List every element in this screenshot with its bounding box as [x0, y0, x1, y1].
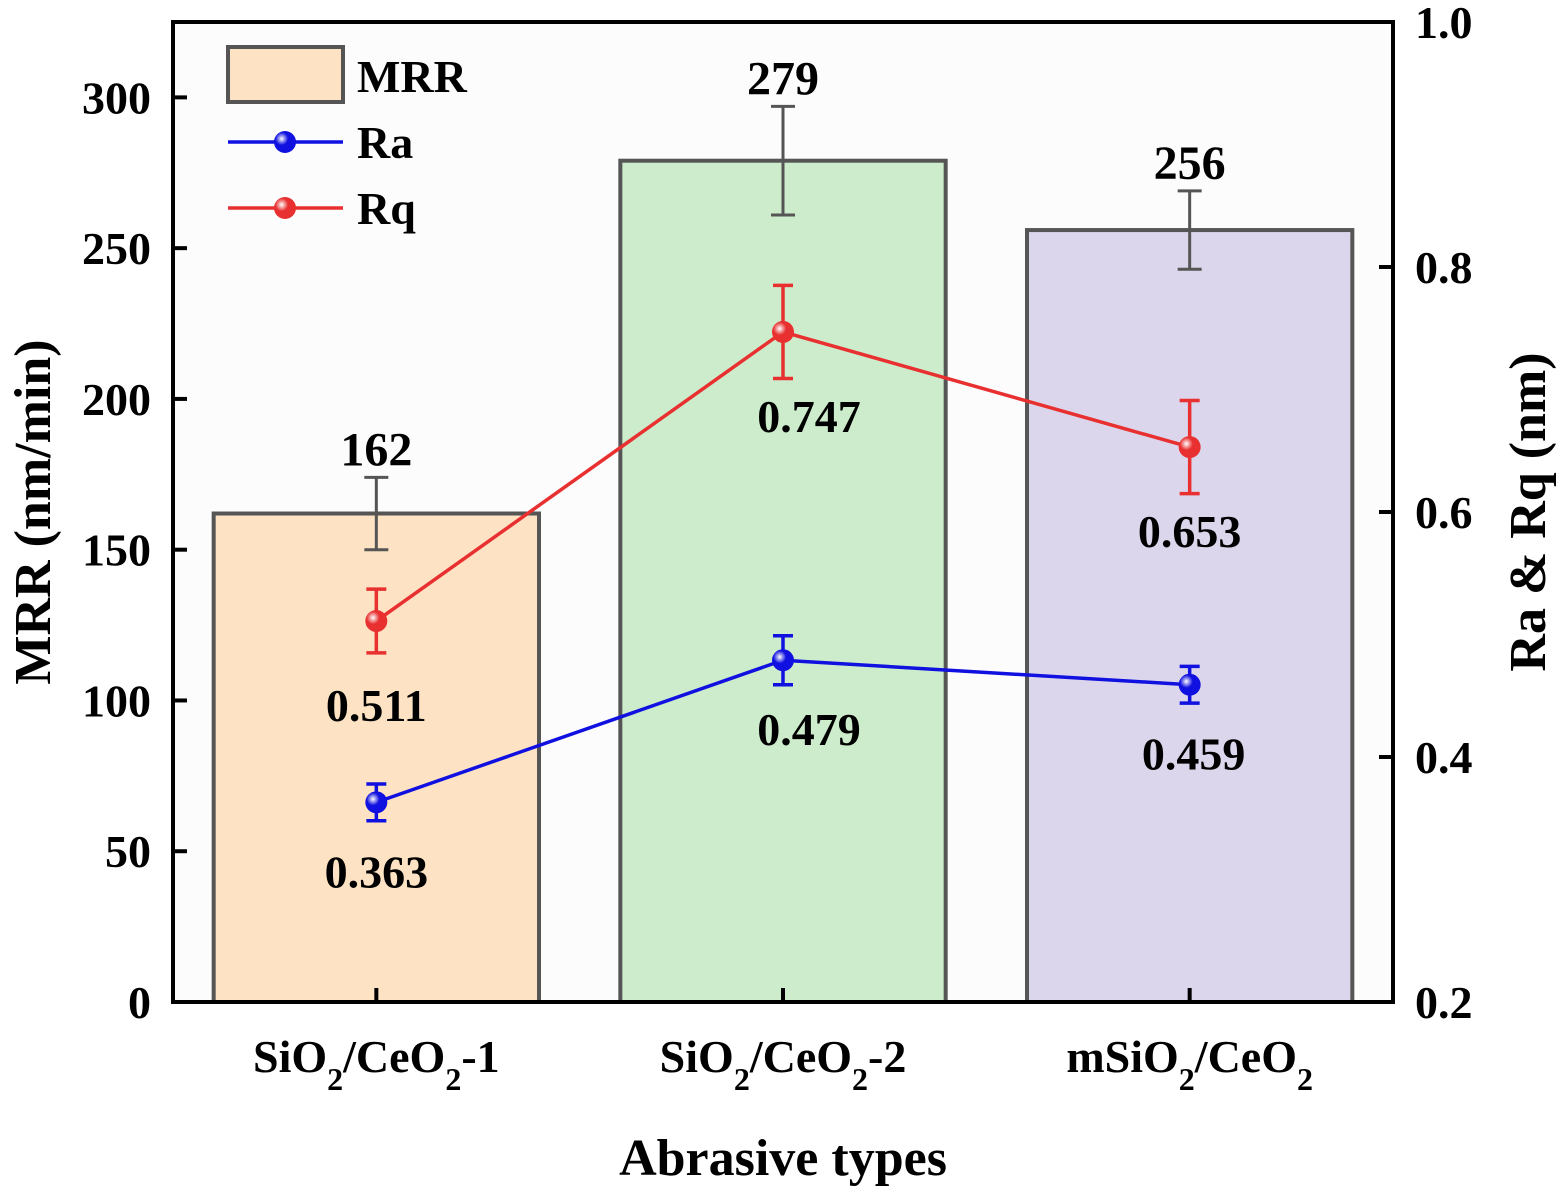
y-axis-title-right: Ra & Rq (nm): [1500, 352, 1557, 671]
point-ra: [772, 649, 794, 672]
y-left-tick-label: 150: [82, 525, 151, 576]
point-rq: [772, 320, 794, 343]
legend-label-ra: Ra: [357, 117, 413, 168]
x-tick-label: SiO2/CeO2-2: [660, 1031, 907, 1097]
y-right-tick-label: 0.8: [1415, 242, 1473, 293]
point-rq: [365, 610, 388, 633]
tick-label-part: /CeO: [342, 1031, 445, 1082]
bar-value-label: 162: [340, 423, 412, 476]
legend-swatch-mrr: [226, 45, 345, 104]
subscript: 2: [1179, 1061, 1195, 1097]
point-value-label-ra: 0.479: [757, 704, 861, 755]
tick-label-part: SiO: [253, 1031, 327, 1082]
y-left-tick-label: 300: [82, 72, 151, 123]
axes-layer: 0501001502002503000.20.40.60.81.0SiO2/Ce…: [82, 0, 1473, 1097]
tick-label-part: mSiO: [1066, 1031, 1178, 1082]
x-tick-label: SiO2/CeO2-1: [253, 1031, 500, 1097]
tick-label-part: -1: [461, 1031, 499, 1082]
point-value-label-rq: 0.747: [757, 391, 861, 442]
point-value-label-rq: 0.653: [1138, 506, 1242, 557]
tick-label-part: SiO: [660, 1031, 734, 1082]
y-left-tick-label: 0: [128, 977, 151, 1028]
subscript: 2: [445, 1061, 461, 1097]
point-ra: [365, 791, 388, 814]
legend: MRR Ra Rq: [226, 45, 468, 234]
subscript: 2: [734, 1061, 750, 1097]
legend-label-mrr: MRR: [357, 51, 468, 102]
bar-value-label: 256: [1154, 137, 1226, 190]
y-right-tick-label: 0.4: [1415, 732, 1473, 783]
point-value-label-ra: 0.363: [325, 846, 429, 897]
point-rq: [1178, 436, 1201, 459]
y-left-tick-label: 100: [82, 675, 151, 726]
y-right-tick-label: 1.0: [1415, 0, 1473, 48]
point-value-label-ra: 0.459: [1142, 729, 1246, 780]
subscript: 2: [327, 1061, 343, 1097]
y-axis-title-left: MRR (nm/min): [5, 339, 62, 684]
error-bar-mrr: [1177, 189, 1202, 271]
y-right-tick-label: 0.6: [1415, 487, 1473, 538]
point-ra: [1178, 673, 1201, 696]
y-left-tick-label: 50: [105, 826, 151, 877]
tick-label-part: /CeO: [749, 1031, 852, 1082]
data-labels-layer: 162 279 256 0.363 0.479 0.459 0.511 0.747 0.653: [325, 52, 1246, 897]
point-value-label-rq: 0.511: [326, 680, 427, 731]
bars-layer: [211, 104, 1355, 1005]
x-axis-title: Abrasive types: [619, 1130, 947, 1187]
legend-marker-rq: [274, 197, 296, 219]
error-bar-mrr: [364, 475, 389, 552]
error-bar-mrr: [771, 104, 795, 217]
tick-label-part: -2: [868, 1031, 906, 1082]
y-left-tick-label: 200: [82, 374, 151, 425]
legend-label-rq: Rq: [357, 183, 416, 234]
tick-label-part: /CeO: [1194, 1031, 1297, 1082]
y-left-tick-label: 250: [82, 223, 151, 274]
lines-layer: [365, 283, 1201, 823]
subscript: 2: [1297, 1061, 1313, 1097]
bar-mrr: [1025, 228, 1355, 1005]
legend-marker-ra: [274, 131, 296, 153]
subscript: 2: [852, 1061, 868, 1097]
bar-value-label: 279: [747, 52, 819, 105]
x-tick-label: mSiO2/CeO2: [1066, 1031, 1313, 1097]
bar-mrr: [211, 511, 542, 1004]
y-right-tick-label: 0.2: [1415, 977, 1473, 1028]
